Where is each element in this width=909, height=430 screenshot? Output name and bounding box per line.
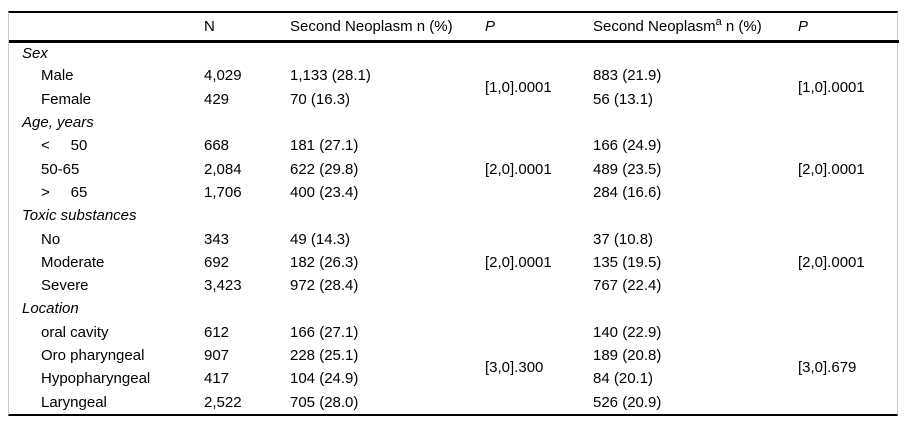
cell-p1: [1,0].0001 — [485, 79, 552, 97]
group-row-toxic-substances: Toxic substances — [9, 204, 899, 227]
group-label: Sex — [22, 44, 48, 62]
header-p2: P — [798, 13, 899, 43]
header-p1: P — [485, 13, 593, 43]
table-row: No 343 49 (14.3) [2,0].0001 37 (10.8) [2… — [9, 227, 899, 271]
footnote-marker-a: a — [715, 15, 722, 28]
cell-sn2: 37 (10.8) — [593, 230, 654, 248]
cell-n: 4,029 — [204, 67, 242, 85]
cell-sn2: 489 (23.5) — [593, 160, 662, 178]
cell-n: 417 — [204, 370, 230, 388]
cell-label: Female — [41, 90, 92, 108]
cell-sn1: 622 (29.8) — [290, 160, 359, 178]
cell-n: 2,084 — [204, 160, 242, 178]
header-row: N Second Neoplasm n (%) P Second Neoplas… — [9, 13, 899, 43]
table-row: Female 429 70 (16.3) 56 (13.1) — [9, 88, 899, 111]
cell-label: Laryngeal — [41, 393, 107, 411]
group-label: Location — [22, 300, 79, 318]
cell-sn2: 135 (19.5) — [593, 253, 662, 271]
cell-sn2: 526 (20.9) — [593, 393, 662, 411]
group-row-sex: Sex — [9, 41, 899, 64]
cell-sn2: 56 (13.1) — [593, 90, 654, 108]
cell-sn1: 228 (25.1) — [290, 347, 359, 364]
cell-p2: [2,0].0001 — [798, 253, 865, 271]
group-row-age: Age, years — [9, 111, 899, 134]
table-row: Moderate 692 182 (26.3) 135 (19.5) — [9, 251, 899, 274]
cell-n: 907 — [204, 347, 230, 364]
cell-n: 343 — [204, 230, 230, 248]
cell-n: 692 — [204, 253, 230, 271]
cell-p2: [3,0].679 — [798, 358, 857, 376]
cell-sn2: 767 (22.4) — [593, 277, 662, 295]
cell-p1: [2,0].0001 — [485, 160, 552, 178]
cell-label: Male — [41, 67, 74, 85]
cell-sn2: 140 (22.9) — [593, 323, 662, 341]
header-empty — [9, 13, 204, 43]
cell-label: Severe — [41, 277, 89, 295]
cell-label: Hypopharyngeal — [41, 370, 151, 388]
cell-sn1: 1,133 (28.1) — [290, 67, 371, 85]
header-second-neoplasm-a-rest: n (%) — [721, 17, 762, 35]
cell-sn1: 104 (24.9) — [290, 370, 359, 388]
header-n: N — [204, 13, 290, 43]
second-neoplasm-table: N Second Neoplasm n (%) P Second Neoplas… — [8, 11, 899, 416]
cell-label: < 50 — [41, 137, 88, 155]
table-row: Male 4,029 1,133 (28.1) [1,0].0001 883 (… — [9, 64, 899, 96]
cell-label: No — [41, 230, 61, 248]
cell-sn2: 84 (20.1) — [593, 370, 654, 388]
header-second-neoplasm-a-text: Second Neoplasm — [593, 17, 716, 35]
cell-sn1: 166 (27.1) — [290, 323, 359, 341]
table-row: oral cavity 612 166 (27.1) [3,0].300 140… — [9, 321, 899, 376]
table-header: N Second Neoplasm n (%) P Second Neoplas… — [9, 13, 899, 43]
cell-n: 612 — [204, 323, 230, 341]
cell-sn1: 181 (27.1) — [290, 137, 359, 155]
cell-label: oral cavity — [41, 323, 109, 341]
cell-label: Moderate — [41, 253, 105, 271]
header-second-neoplasm: Second Neoplasm n (%) — [290, 13, 485, 43]
cell-p1: [2,0].0001 — [485, 253, 552, 271]
table-row: > 65 1,706 400 (23.4) 284 (16.6) — [9, 181, 899, 204]
group-label: Toxic substances — [22, 207, 137, 225]
group-label: Age, years — [22, 114, 94, 132]
cell-n: 1,706 — [204, 183, 242, 201]
table-row: Severe 3,423 972 (28.4) 767 (22.4) — [9, 274, 899, 297]
cell-p1: [3,0].300 — [485, 358, 544, 376]
cell-n: 3,423 — [204, 277, 242, 295]
table-row: < 50 668 181 (27.1) [2,0].0001 166 (24.9… — [9, 134, 899, 177]
cell-sn1: 705 (28.0) — [290, 393, 359, 411]
cell-sn1: 400 (23.4) — [290, 183, 359, 201]
cell-n: 668 — [204, 137, 230, 155]
cell-sn1: 972 (28.4) — [290, 277, 359, 295]
group-row-location: Location — [9, 297, 899, 320]
table-row: Laryngeal 2,522 705 (28.0) 526 (20.9) — [9, 390, 899, 413]
table-row: 50-65 2,084 622 (29.8) 489 (23.5) — [9, 157, 899, 180]
cell-label: Oro pharyngeal — [41, 347, 145, 364]
table-row: Oro pharyngeal 907 228 (25.1) 189 (20.8) — [9, 344, 899, 367]
header-second-neoplasm-a: Second Neoplasma n (%) — [593, 13, 798, 43]
cell-label: > 65 — [41, 183, 88, 201]
cell-n: 429 — [204, 90, 230, 108]
cell-sn2: 284 (16.6) — [593, 183, 662, 201]
cell-sn1: 49 (14.3) — [290, 230, 351, 248]
cell-sn1: 70 (16.3) — [290, 90, 351, 108]
cell-sn2: 883 (21.9) — [593, 67, 662, 85]
data-table: N Second Neoplasm n (%) P Second Neoplas… — [9, 13, 899, 414]
cell-p2: [2,0].0001 — [798, 160, 865, 178]
table-body: Sex Male 4,029 1,133 (28.1) [1,0].0001 8… — [9, 41, 899, 414]
cell-p2: [1,0].0001 — [798, 79, 865, 97]
cell-sn2: 166 (24.9) — [593, 137, 662, 155]
cell-sn2: 189 (20.8) — [593, 347, 662, 364]
table-row: Hypopharyngeal 417 104 (24.9) 84 (20.1) — [9, 367, 899, 390]
cell-sn1: 182 (26.3) — [290, 253, 359, 271]
cell-label: 50-65 — [41, 160, 80, 178]
cell-n: 2,522 — [204, 393, 242, 411]
